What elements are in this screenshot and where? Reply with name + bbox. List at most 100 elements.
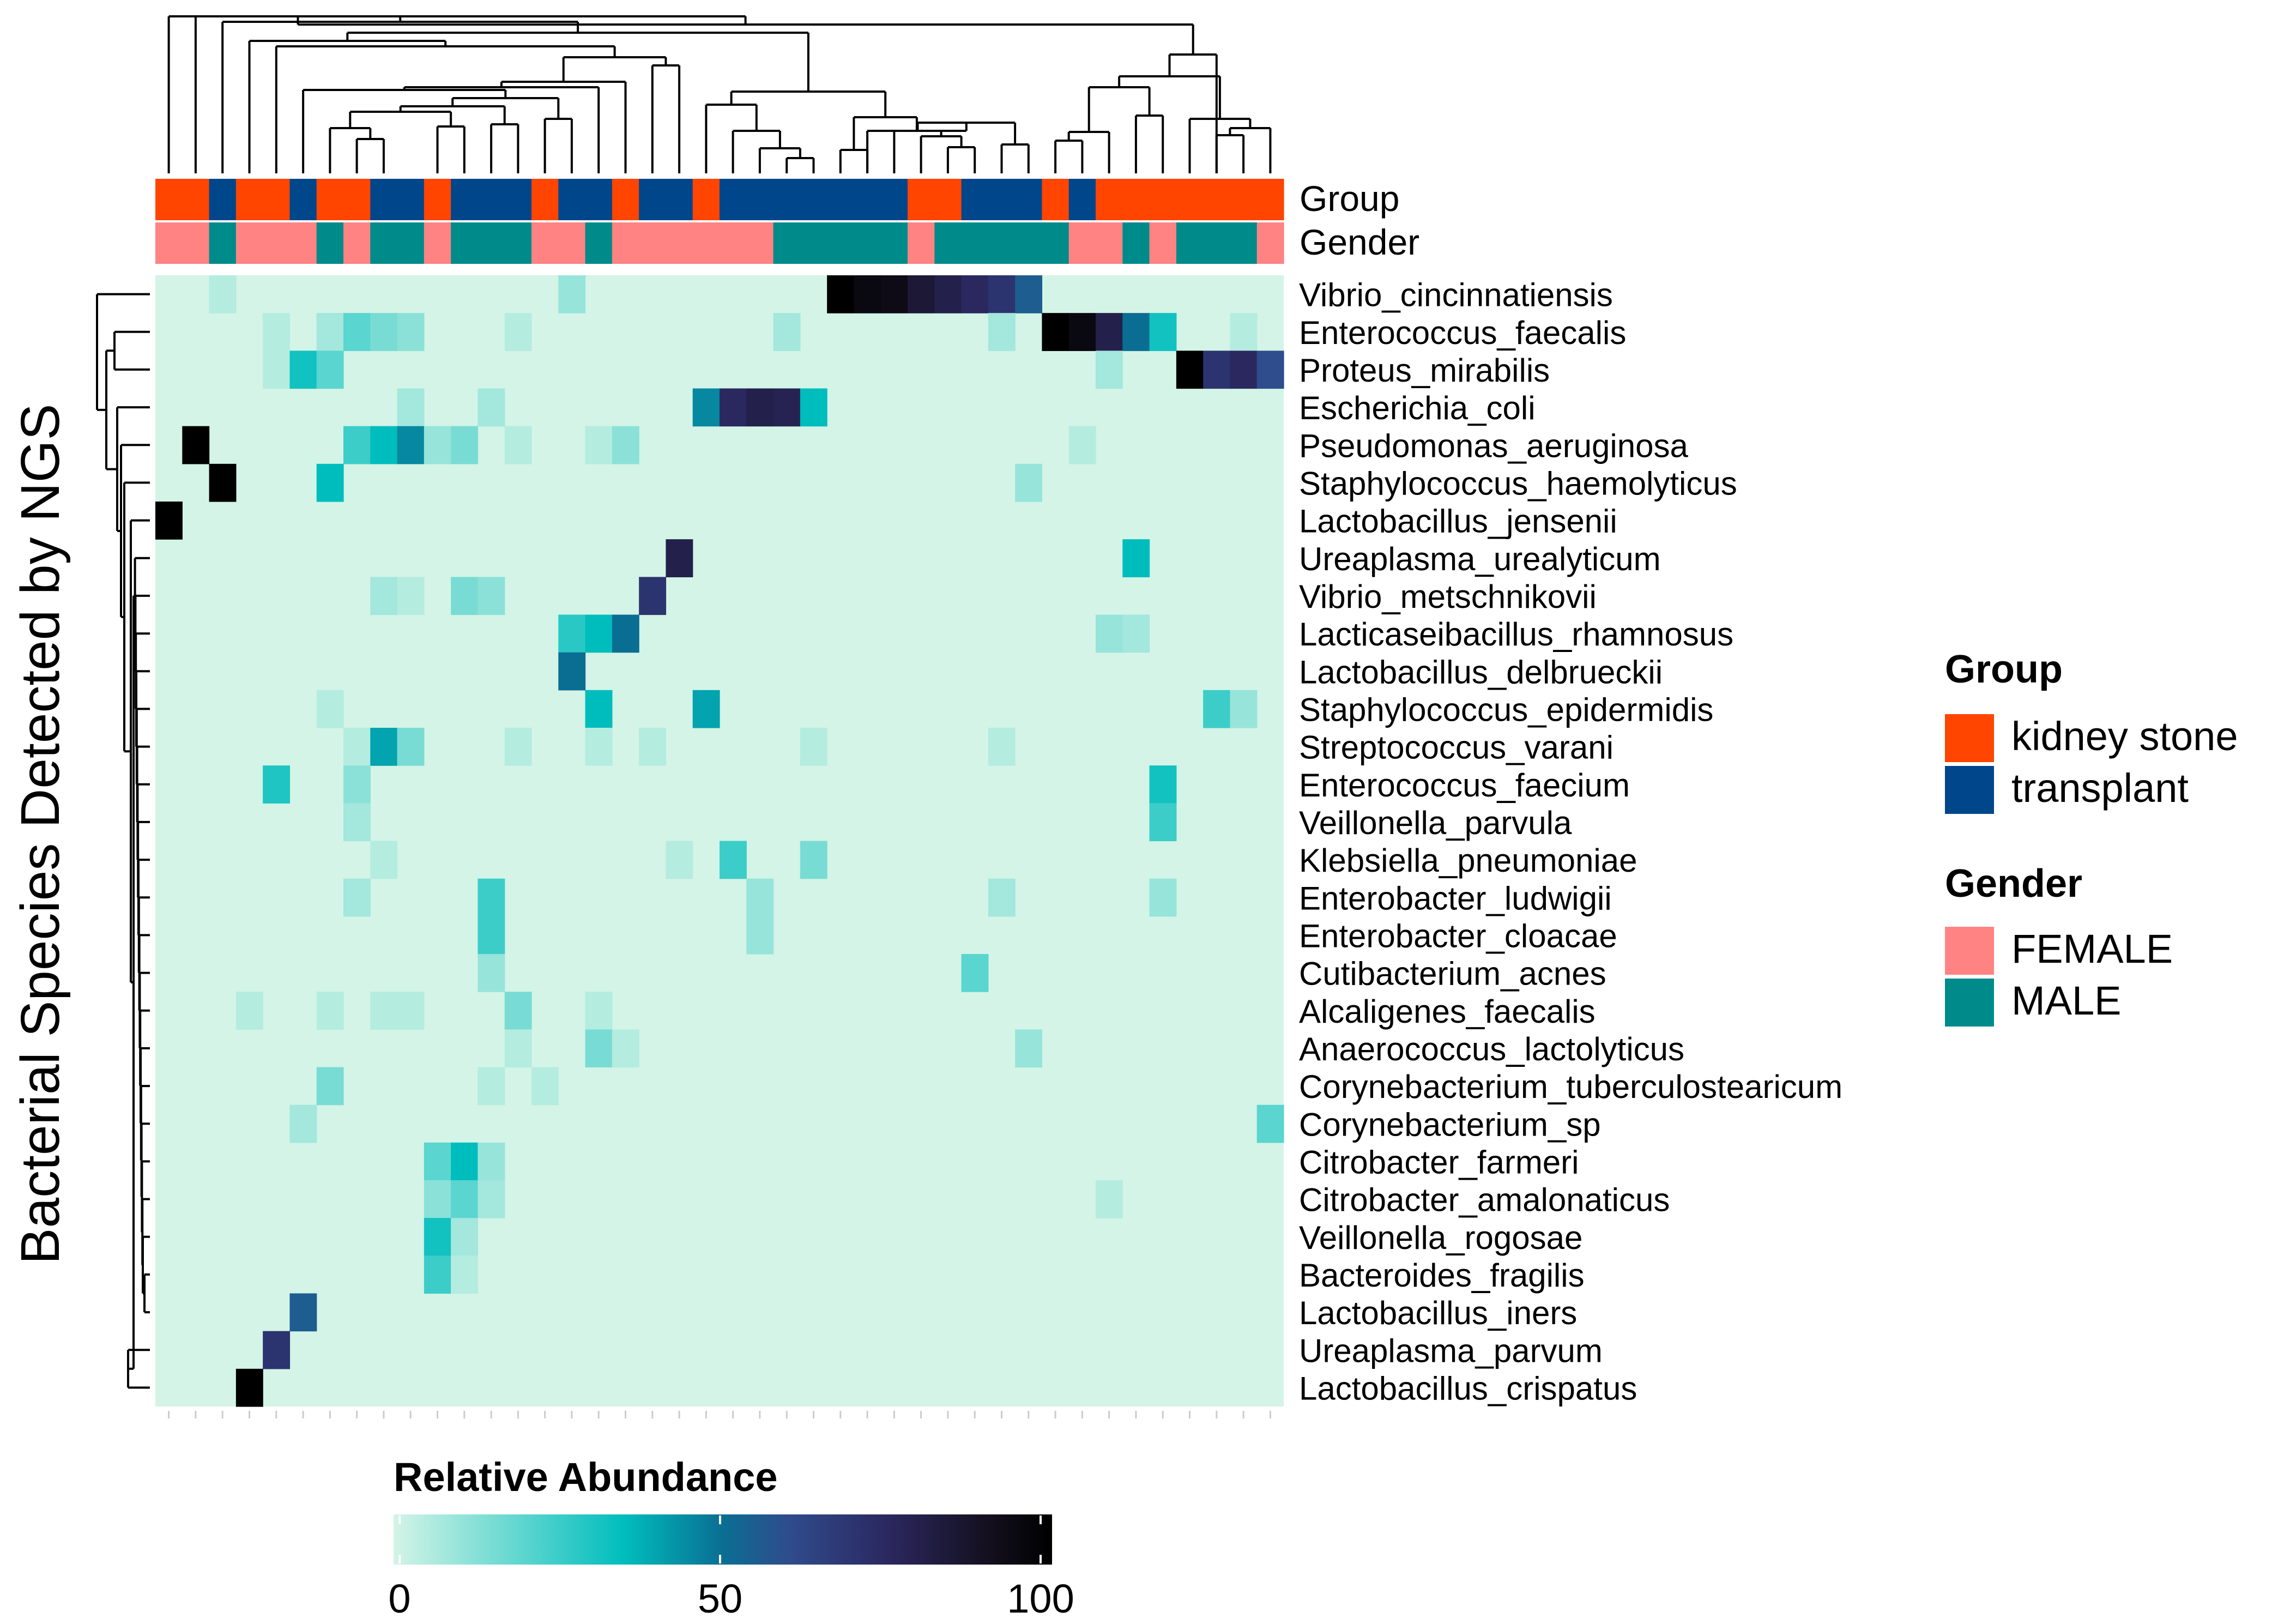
heatmap-cell bbox=[880, 275, 908, 313]
row-label: Citrobacter_amalonaticus bbox=[1299, 1182, 1670, 1218]
heatmap-cell bbox=[1015, 1029, 1043, 1068]
dendrogram-branch bbox=[399, 105, 506, 124]
legend-swatch bbox=[1945, 766, 1994, 814]
heatmap-cell bbox=[1230, 690, 1258, 728]
y-axis-title: Bacterial Species Detected by NGS bbox=[10, 404, 71, 1265]
heatmap-cell bbox=[800, 728, 827, 766]
annotation-segment bbox=[155, 179, 210, 220]
heatmap-cell bbox=[692, 690, 720, 728]
heatmap-cell bbox=[397, 313, 425, 351]
legend-swatch bbox=[1945, 714, 1994, 762]
annotation-segment bbox=[451, 179, 532, 220]
heatmap-cell bbox=[1230, 351, 1258, 389]
heatmap-cell bbox=[504, 313, 532, 351]
dendrogram-branch bbox=[1168, 53, 1218, 173]
heatmap-cell bbox=[1256, 1104, 1284, 1143]
dendrogram-branch bbox=[853, 116, 918, 150]
annotation-segment bbox=[961, 179, 1043, 220]
row-label: Vibrio_cincinnatiensis bbox=[1299, 277, 1613, 313]
heatmap-cell bbox=[585, 614, 613, 653]
heatmap-cell bbox=[478, 388, 505, 427]
annotation-segment bbox=[773, 222, 908, 264]
heatmap-cell bbox=[639, 728, 667, 766]
heatmap-cell bbox=[235, 992, 263, 1030]
heatmap-cell bbox=[263, 351, 291, 389]
heatmap-cell bbox=[1122, 313, 1150, 351]
dendrogram-branch bbox=[543, 118, 573, 173]
heatmap-cell bbox=[451, 1180, 479, 1218]
heatmap-cell bbox=[370, 313, 398, 351]
dendrogram-branch bbox=[403, 86, 600, 173]
row-label: Cutibacterium_acnes bbox=[1299, 956, 1606, 992]
column-dendrogram bbox=[167, 15, 1272, 173]
heatmap-cell bbox=[263, 313, 291, 351]
heatmap-cell bbox=[397, 577, 425, 615]
heatmap-cell bbox=[1015, 275, 1043, 313]
dendrogram-branch bbox=[758, 147, 801, 173]
dendrogram-branch bbox=[142, 1235, 150, 1295]
heatmap-cell bbox=[316, 463, 344, 502]
heatmap-cell bbox=[612, 426, 639, 464]
group-annotation-label: Group bbox=[1300, 178, 1399, 219]
row-label: Klebsiella_pneumoniae bbox=[1299, 842, 1637, 879]
dendrogram-branch bbox=[562, 56, 667, 82]
heatmap-cell bbox=[1096, 614, 1123, 653]
dendrogram-branch bbox=[732, 130, 781, 173]
annotation-segment bbox=[235, 222, 317, 264]
heatmap-cell bbox=[558, 614, 586, 653]
heatmap-cell bbox=[478, 1180, 505, 1218]
heatmap-cell bbox=[316, 690, 344, 728]
heatmap-cell bbox=[263, 765, 291, 804]
row-label: Lactobacillus_jensenii bbox=[1299, 503, 1617, 540]
heatmap-cell bbox=[585, 426, 613, 464]
heatmap-cell bbox=[585, 690, 613, 728]
colorbar-tick-label: 0 bbox=[388, 1576, 410, 1621]
heatmap-cell bbox=[1096, 1180, 1123, 1218]
heatmap-cell bbox=[289, 351, 317, 389]
heatmap-cell bbox=[370, 577, 398, 615]
heatmap-cell bbox=[343, 803, 371, 842]
dendrogram-branch bbox=[349, 111, 452, 128]
annotation-segment bbox=[155, 222, 210, 264]
row-label: Veillonella_rogosae bbox=[1299, 1219, 1582, 1256]
heatmap-cell bbox=[504, 426, 532, 464]
heatmap-cell bbox=[424, 1142, 451, 1181]
heatmap-cell bbox=[1015, 463, 1043, 502]
row-label: Lacticaseibacillus_rhamnosus bbox=[1299, 616, 1733, 653]
dendrogram-branch bbox=[946, 146, 976, 173]
gender-legend: Gender FEMALE MALE bbox=[1945, 862, 2173, 1027]
row-label: Lactobacillus_iners bbox=[1299, 1295, 1577, 1331]
heatmap-cell bbox=[1203, 351, 1231, 389]
heatmap-cell bbox=[316, 992, 344, 1030]
heatmap-cell bbox=[370, 426, 398, 464]
heatmap-cell bbox=[720, 388, 747, 427]
dendrogram-branch bbox=[436, 125, 466, 173]
row-label: Pseudomonas_aeruginosa bbox=[1299, 427, 1688, 464]
heatmap-cell bbox=[424, 426, 451, 464]
group-legend-title: Group bbox=[1945, 648, 2063, 691]
legend-swatch bbox=[1945, 927, 1994, 975]
heatmap-cell bbox=[504, 728, 532, 766]
dendrogram-branch bbox=[1215, 134, 1245, 173]
heatmap-cell bbox=[289, 1293, 317, 1332]
heatmap-cell bbox=[908, 275, 935, 313]
row-label: Lactobacillus_crispatus bbox=[1299, 1370, 1637, 1406]
row-label: Ureaplasma_urealyticum bbox=[1299, 541, 1661, 577]
row-labels: Vibrio_cincinnatiensisEnterococcus_faeca… bbox=[1299, 277, 1842, 1407]
row-label: Corynebacterium_sp bbox=[1299, 1106, 1601, 1143]
row-label: Anaerococcus_lactolyticus bbox=[1299, 1031, 1684, 1067]
annotation-segment bbox=[1096, 179, 1284, 220]
legend-swatch bbox=[1945, 979, 1994, 1027]
annotation-segment bbox=[289, 179, 317, 220]
heatmap-cell bbox=[504, 992, 532, 1030]
dendrogram-branch bbox=[302, 89, 507, 173]
annotation-segment bbox=[1042, 179, 1069, 220]
heatmap-cell bbox=[800, 388, 827, 427]
heatmap-cell bbox=[397, 426, 425, 464]
dendrogram-branch bbox=[96, 293, 150, 411]
annotation-segment bbox=[558, 179, 613, 220]
annotation-segment bbox=[908, 222, 935, 264]
dendrogram-branch bbox=[1067, 131, 1110, 173]
heatmap-cell bbox=[585, 728, 613, 766]
